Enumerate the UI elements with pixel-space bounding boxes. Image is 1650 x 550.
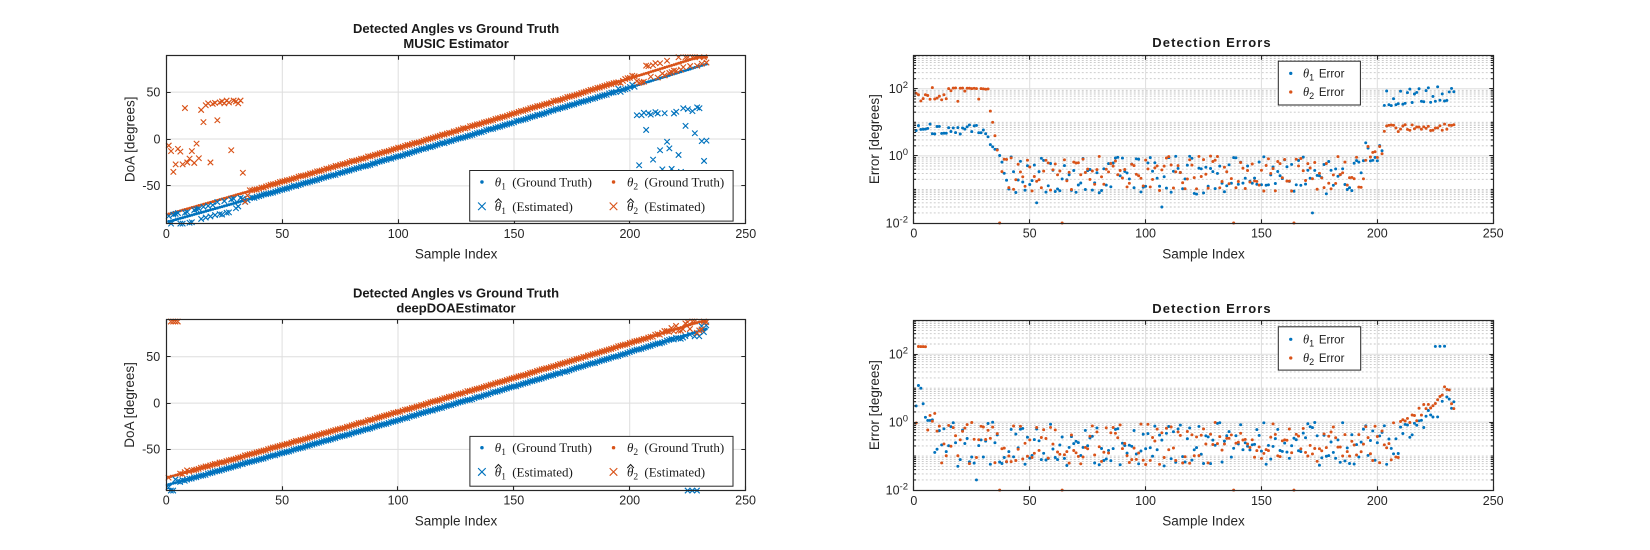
svg-text:200: 200 [1367,494,1388,508]
svg-text:0: 0 [910,494,917,508]
svg-text:θ2 (Estimated): θ2 (Estimated) [627,464,705,482]
svg-text:250: 250 [1483,494,1504,508]
svg-text:θ2 (Ground Truth): θ2 (Ground Truth) [627,440,724,458]
svg-text:50: 50 [1023,227,1037,241]
svg-text:Detected Angles vs Ground Trut: Detected Angles vs Ground Truth [353,285,559,300]
svg-text:50: 50 [275,494,289,508]
svg-text:150: 150 [504,227,525,241]
svg-text:100: 100 [388,494,409,508]
svg-text:0: 0 [153,132,160,146]
svg-text:θ2 Error: θ2 Error [1303,85,1345,101]
svg-text:Sample Index: Sample Index [1162,513,1245,528]
svg-text:50: 50 [1023,494,1037,508]
svg-text:Detection Errors: Detection Errors [1152,35,1271,50]
svg-text:-50: -50 [142,179,160,193]
svg-text:Sample Index: Sample Index [415,513,498,528]
svg-text:0: 0 [153,396,160,410]
svg-text:θ2 (Estimated): θ2 (Estimated) [627,199,705,217]
svg-text:-50: -50 [142,443,160,457]
svg-text:Detected Angles vs Ground Trut: Detected Angles vs Ground Truth [353,21,559,36]
svg-text:θ2 (Ground Truth): θ2 (Ground Truth) [627,175,724,193]
svg-text:200: 200 [619,494,640,508]
svg-text:θ1 Error: θ1 Error [1303,332,1345,348]
svg-text:100: 100 [388,227,409,241]
svg-text:50: 50 [146,350,160,364]
svg-text:100: 100 [1135,227,1156,241]
svg-text:50: 50 [146,85,160,99]
svg-text:deepDOAEstimator: deepDOAEstimator [396,300,515,315]
svg-text:200: 200 [1367,227,1388,241]
svg-text:Error [degrees]: Error [degrees] [867,360,882,450]
svg-text:θ1 (Ground Truth): θ1 (Ground Truth) [495,175,592,193]
svg-text:250: 250 [735,494,756,508]
svg-text:DoA [degrees]: DoA [degrees] [122,362,137,448]
svg-text:θ1 (Estimated): θ1 (Estimated) [495,464,573,482]
svg-text:Sample Index: Sample Index [415,247,498,262]
svg-text:θ1 (Ground Truth): θ1 (Ground Truth) [495,440,592,458]
svg-text:Error [degrees]: Error [degrees] [867,94,882,184]
svg-text:Detection Errors: Detection Errors [1152,301,1271,316]
svg-text:Sample Index: Sample Index [1162,246,1245,261]
svg-text:250: 250 [735,227,756,241]
svg-text:MUSIC Estimator: MUSIC Estimator [403,36,508,51]
svg-text:0: 0 [163,227,170,241]
svg-text:0: 0 [910,227,917,241]
svg-text:200: 200 [619,227,640,241]
svg-text:θ1 (Estimated): θ1 (Estimated) [495,199,573,217]
svg-text:DoA [degrees]: DoA [degrees] [122,97,137,183]
svg-text:100: 100 [1135,494,1156,508]
svg-text:150: 150 [503,494,524,508]
svg-text:θ1 Error: θ1 Error [1303,66,1345,82]
svg-text:250: 250 [1483,227,1504,241]
svg-text:150: 150 [1251,494,1272,508]
svg-text:50: 50 [275,227,289,241]
svg-text:0: 0 [163,494,170,508]
svg-text:θ2 Error: θ2 Error [1303,351,1345,367]
svg-text:150: 150 [1251,227,1272,241]
